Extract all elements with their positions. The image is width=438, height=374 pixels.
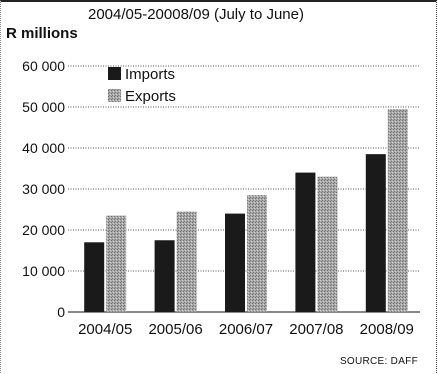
bar-exports bbox=[176, 211, 197, 312]
y-tick-label: 40 000 bbox=[22, 140, 65, 156]
legend-label: Exports bbox=[125, 88, 176, 105]
y-tick-label: 30 000 bbox=[22, 181, 65, 197]
x-tick-label: 2004/05 bbox=[78, 321, 132, 338]
bar-imports bbox=[365, 154, 386, 312]
bar-exports bbox=[106, 215, 127, 312]
legend-swatch bbox=[108, 67, 121, 80]
x-tick-label: 2005/06 bbox=[148, 321, 202, 338]
bar-exports bbox=[247, 195, 267, 312]
y-tick-label: 0 bbox=[57, 304, 65, 320]
legend-label: Imports bbox=[125, 66, 175, 83]
bar-imports bbox=[225, 213, 245, 312]
y-axis-label: R millions bbox=[6, 25, 78, 42]
y-tick-label: 60 000 bbox=[22, 58, 65, 74]
x-tick-label: 2007/08 bbox=[289, 321, 343, 338]
chart-title: 2004/05-20008/09 (July to June) bbox=[88, 6, 304, 23]
bar-imports bbox=[84, 242, 105, 312]
x-tick-label: 2006/07 bbox=[219, 321, 273, 338]
y-tick-label: 20 000 bbox=[22, 222, 65, 238]
x-tick-label: 2008/09 bbox=[360, 321, 414, 338]
bar-exports bbox=[317, 176, 338, 312]
legend-swatch bbox=[108, 89, 121, 102]
bar-imports bbox=[295, 172, 316, 312]
source-note: SOURCE: DAFF bbox=[339, 356, 418, 367]
y-tick-label: 10 000 bbox=[22, 263, 65, 279]
y-tick-label: 50 000 bbox=[22, 99, 65, 115]
bar-exports bbox=[387, 109, 408, 312]
bar-imports bbox=[154, 240, 175, 312]
